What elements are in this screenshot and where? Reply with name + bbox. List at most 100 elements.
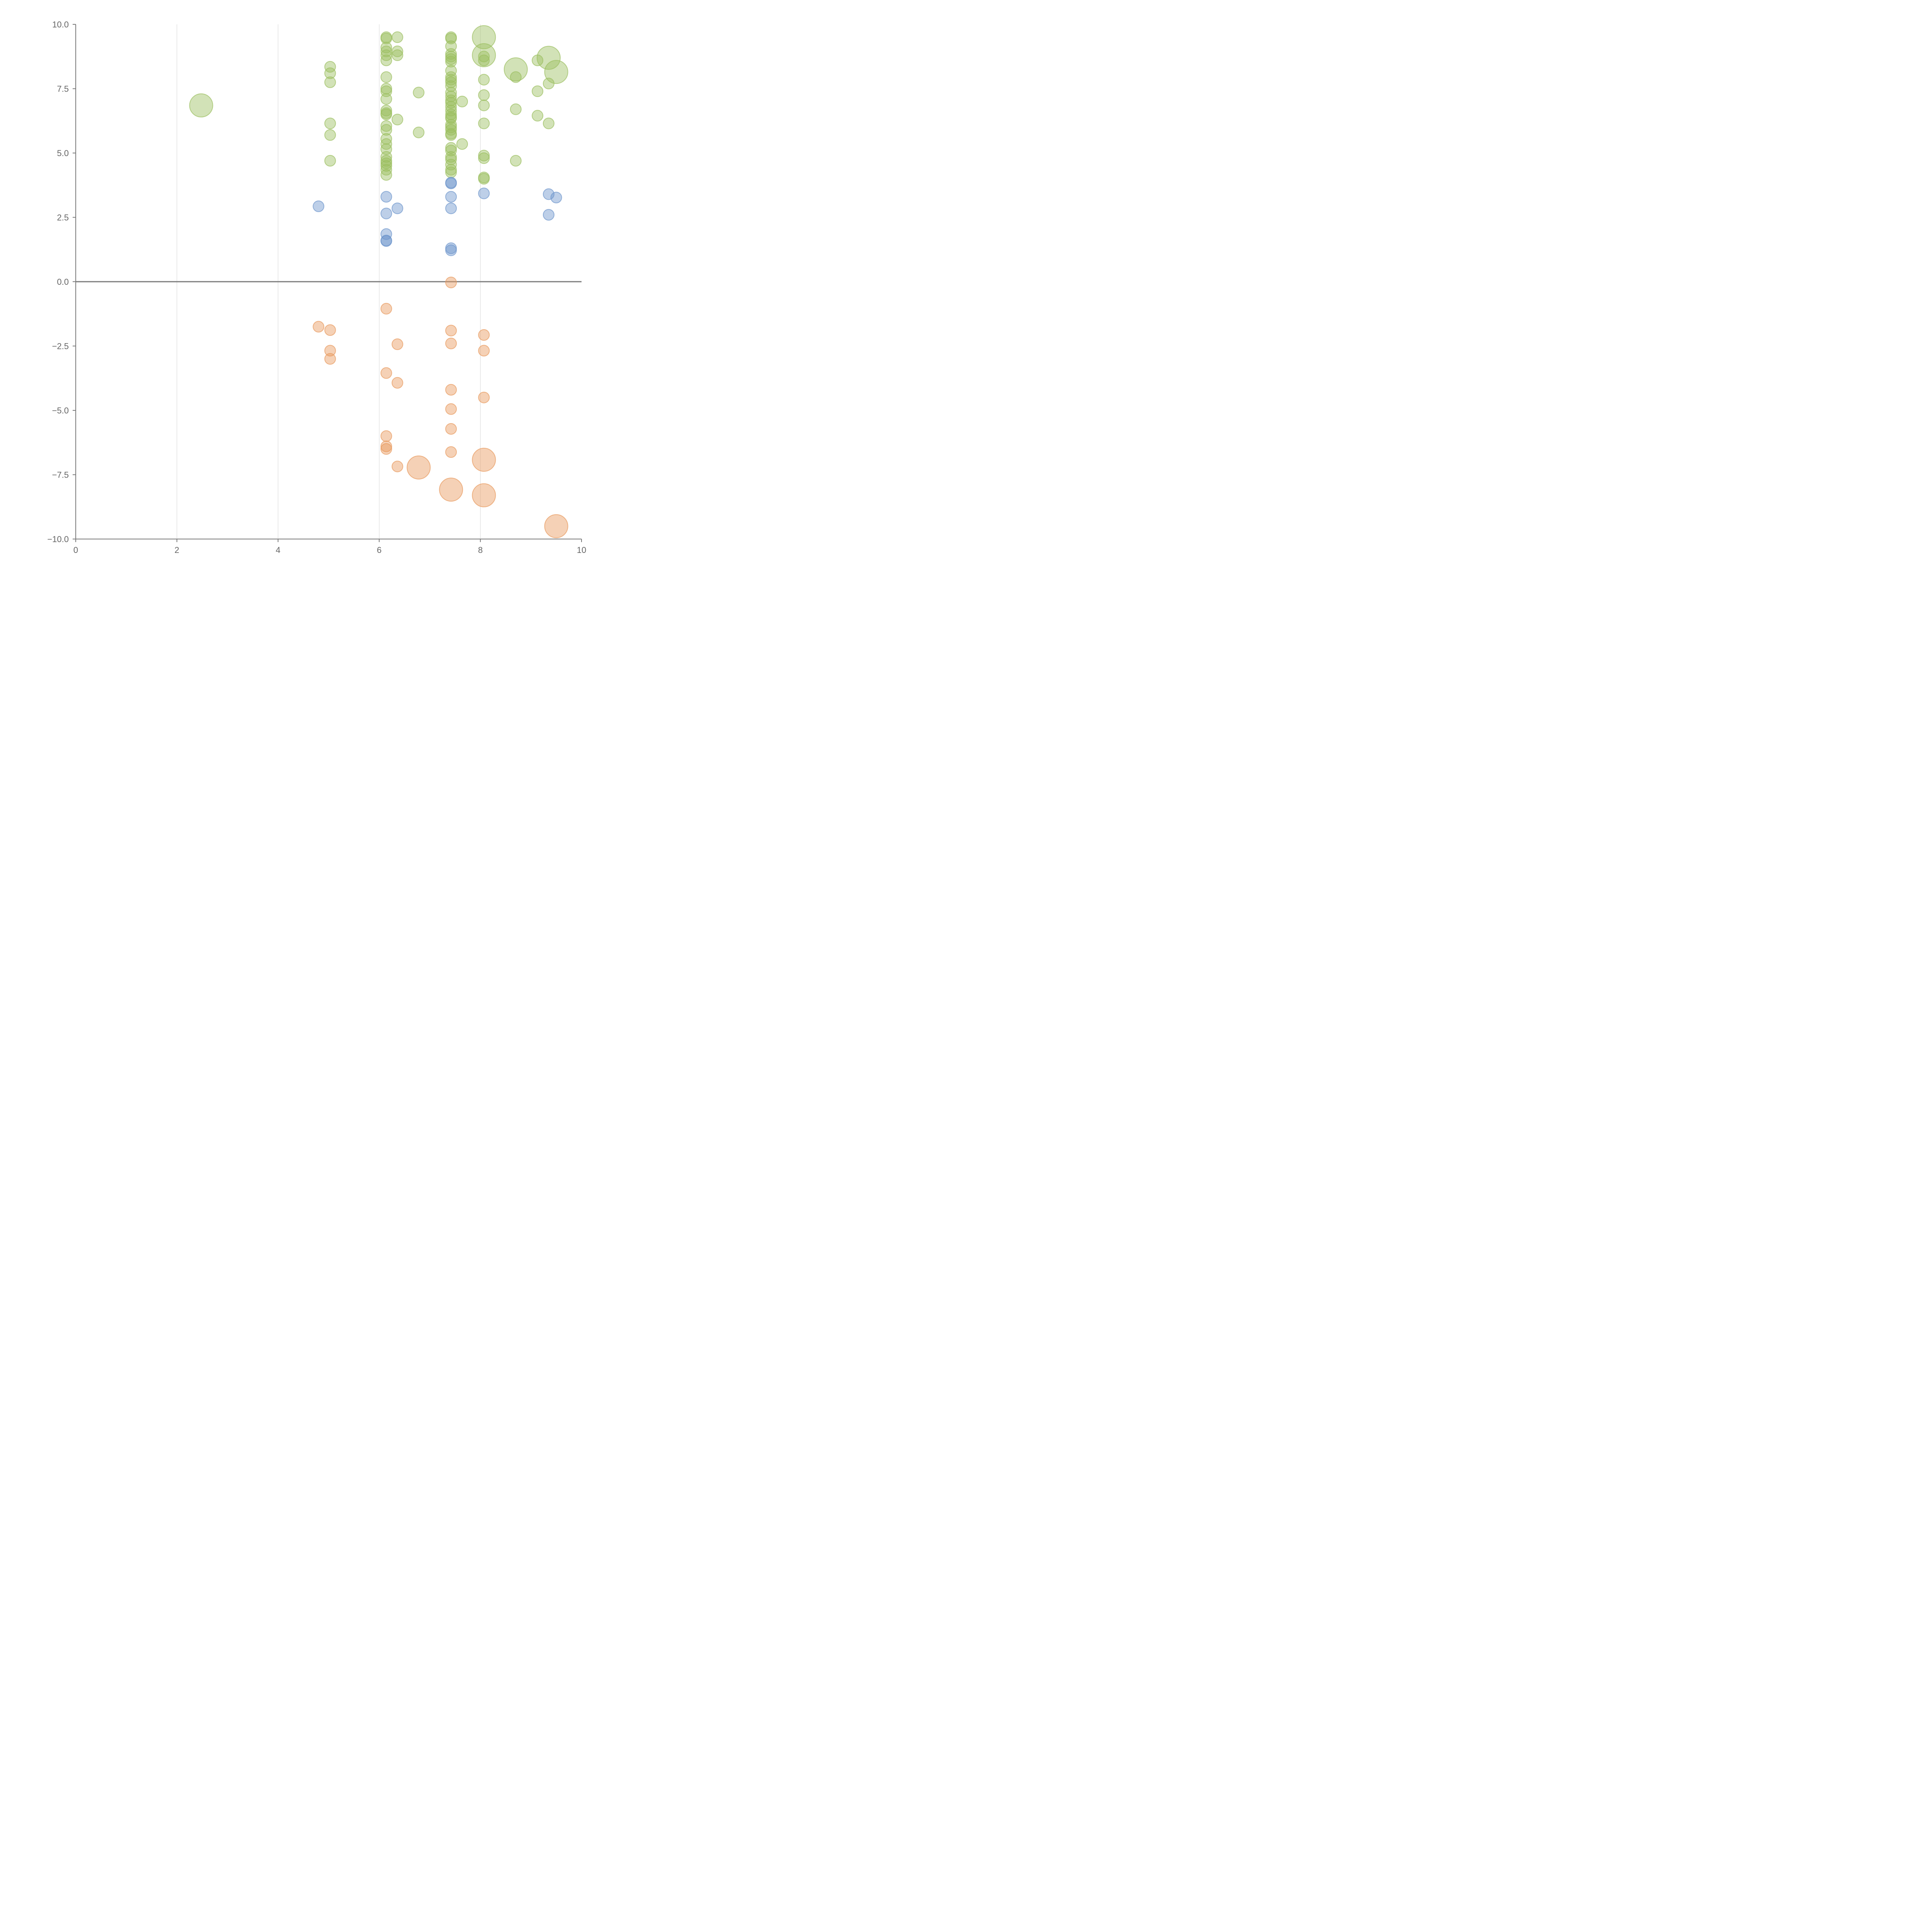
data-point (478, 345, 490, 357)
data-point (478, 391, 490, 403)
y-tick-label: −7.5 (52, 470, 69, 480)
y-tick-label: −2.5 (52, 342, 69, 351)
data-point (380, 191, 392, 203)
data-point (445, 325, 457, 337)
data-point (445, 384, 457, 396)
data-point (445, 53, 457, 65)
data-point (472, 447, 496, 472)
data-point (478, 150, 490, 162)
y-tick-label: 5.0 (57, 148, 69, 158)
data-point (391, 461, 403, 473)
data-point (445, 56, 457, 68)
x-tick-label: 4 (276, 545, 280, 555)
tick-labels: 0 2 4 6 8 10 10.0 7.5 5.0 2.5 0.0 −2.5 −5.0 −7.5 −10.0 (47, 20, 586, 555)
x-tick-label: 0 (73, 545, 78, 555)
data-point (550, 192, 562, 204)
data-point (532, 85, 544, 97)
data-point (543, 188, 554, 200)
data-point (313, 200, 325, 212)
data-point (189, 93, 213, 117)
data-point (380, 32, 392, 44)
data-point (445, 244, 457, 256)
data-point (456, 138, 468, 150)
y-tick-label: 7.5 (57, 84, 69, 94)
data-point (439, 478, 463, 502)
data-point (324, 67, 336, 79)
y-tick-label: −10.0 (47, 534, 69, 544)
data-point (445, 74, 457, 86)
scatter-chart: 0 2 4 6 8 10 10.0 7.5 5.0 2.5 0.0 −2.5 −5.0 −7.5 −10.0 (47, 20, 586, 555)
data-point (472, 483, 496, 507)
y-tick-label: 2.5 (57, 213, 69, 223)
data-point (391, 31, 403, 43)
data-point (391, 45, 403, 57)
data-point (324, 345, 336, 357)
data-point (445, 166, 457, 178)
data-point (445, 337, 457, 349)
y-tick-label: −5.0 (52, 406, 69, 415)
data-point (380, 93, 392, 105)
data-point (324, 353, 336, 365)
data-point (544, 60, 568, 84)
data-point (478, 329, 490, 341)
data-point (324, 76, 336, 88)
data-point (532, 110, 544, 122)
data-point (380, 151, 392, 163)
data-point (324, 129, 336, 141)
data-point (380, 160, 392, 172)
data-point (380, 303, 392, 315)
data-point (543, 117, 554, 129)
data-point (324, 61, 336, 73)
data-point (313, 321, 325, 333)
data-point (391, 49, 403, 61)
x-tick-label: 6 (377, 545, 381, 555)
data-point (380, 54, 392, 66)
data-point (324, 117, 336, 129)
data-point (380, 105, 392, 117)
data-point (456, 95, 468, 107)
data-point (445, 276, 457, 288)
data-point (478, 173, 490, 185)
data-point (380, 367, 392, 379)
data-point (445, 129, 457, 141)
data-point (478, 99, 490, 111)
data-point (445, 446, 457, 458)
data-point (413, 126, 425, 138)
data-point (380, 71, 392, 83)
data-point (380, 443, 392, 455)
data-point (380, 207, 392, 219)
axes (73, 24, 582, 542)
data-point (445, 112, 457, 124)
data-point (445, 109, 457, 121)
data-point (413, 87, 425, 99)
y-tick-label: 0.0 (57, 277, 69, 287)
data-point (380, 440, 392, 452)
data-point (445, 76, 457, 88)
data-point (324, 155, 336, 167)
data-point (406, 455, 431, 480)
data-point (478, 117, 490, 129)
data-point (445, 202, 457, 214)
data-point (510, 155, 522, 167)
data-point (478, 54, 490, 66)
data-point (380, 235, 392, 247)
data-point (478, 187, 490, 199)
data-point (391, 114, 403, 126)
data-point (380, 109, 392, 121)
data-point (445, 80, 457, 92)
x-tick-label: 8 (478, 545, 483, 555)
data-point (380, 430, 392, 442)
data-point (380, 120, 392, 132)
data-point (391, 377, 403, 389)
data-point (445, 191, 457, 203)
data-point (478, 51, 490, 63)
data-point (478, 74, 490, 86)
data-point (445, 177, 457, 189)
data-point (536, 46, 561, 70)
data-point (324, 324, 336, 336)
data-point (380, 157, 392, 169)
data-point (445, 164, 457, 176)
data-point (445, 403, 457, 415)
data-point (391, 202, 403, 214)
data-point (380, 124, 392, 136)
